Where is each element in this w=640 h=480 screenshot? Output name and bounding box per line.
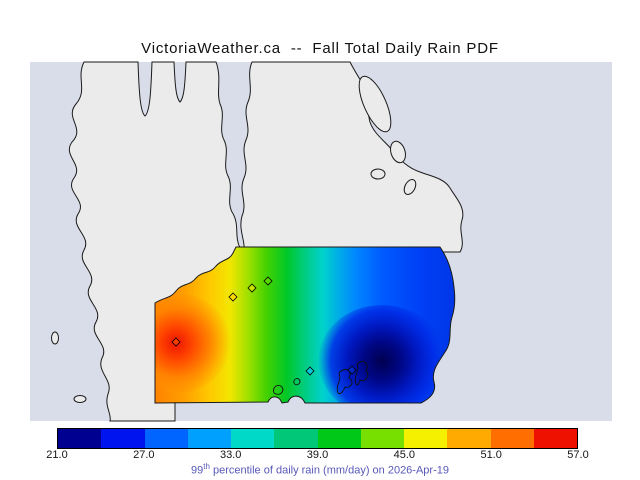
colorbar-tick-label: 39.0 — [306, 449, 329, 461]
colorbar-tick-label: 57.0 — [567, 449, 589, 461]
chart-title: VictoriaWeather.ca -- Fall Total Daily R… — [141, 40, 499, 57]
colorbar-tick-label: 45.0 — [393, 449, 416, 461]
station-marker — [228, 292, 238, 302]
rain-field-boundary — [154, 246, 456, 404]
coastline-detail — [273, 384, 284, 395]
colorbar-ticks: 21.0 27.0 33.0 39.0 45.0 51.0 57.0 — [46, 449, 588, 462]
colorbar-segment — [490, 429, 534, 448]
colorbar-segment — [144, 429, 188, 448]
island — [358, 75, 392, 133]
coastline-detail — [354, 361, 369, 386]
colorbar-segment — [187, 429, 231, 448]
colorbar-tick-label: 51.0 — [480, 449, 502, 461]
rain-minimum-bullseye — [318, 305, 446, 403]
station-marker — [347, 365, 357, 375]
caption-text: percentile of daily rain (mm/day) on 202… — [209, 464, 449, 477]
island — [390, 140, 406, 164]
station-marker — [247, 283, 257, 293]
station-marker — [263, 276, 273, 286]
coastline-detail — [336, 368, 353, 395]
island — [51, 331, 59, 345]
colorbar — [57, 428, 578, 449]
colorbar-segment — [317, 429, 361, 448]
station-marker — [305, 366, 315, 376]
colorbar-tick-label: 21.0 — [46, 449, 68, 461]
island — [73, 395, 87, 403]
landmass-saanich-peninsula — [240, 61, 464, 253]
colorbar-segment — [101, 429, 145, 448]
colorbar-segment — [533, 429, 577, 448]
station-markers — [171, 276, 357, 376]
colorbar-segment — [447, 429, 491, 448]
coastline-detail — [293, 378, 301, 386]
colorbar-caption: 99th percentile of daily rain (mm/day) o… — [0, 462, 640, 477]
caption-value: 99 — [191, 464, 204, 477]
station-marker — [171, 337, 181, 347]
coastline-details — [273, 361, 369, 395]
colorbar-segment — [231, 429, 275, 448]
rain-field — [155, 247, 455, 403]
colorbar-segment — [360, 429, 404, 448]
island — [403, 179, 417, 195]
caption-superscript: th — [203, 462, 210, 471]
islands — [51, 75, 417, 403]
colorbar-segment — [274, 429, 318, 448]
landmass-vancouver-island — [69, 61, 241, 422]
colorbar-segment — [404, 429, 448, 448]
colorbar-tick-label: 27.0 — [133, 449, 155, 461]
colorbar-tick-label: 33.0 — [219, 449, 242, 461]
island — [370, 168, 386, 180]
colorbar-segment — [58, 429, 102, 448]
